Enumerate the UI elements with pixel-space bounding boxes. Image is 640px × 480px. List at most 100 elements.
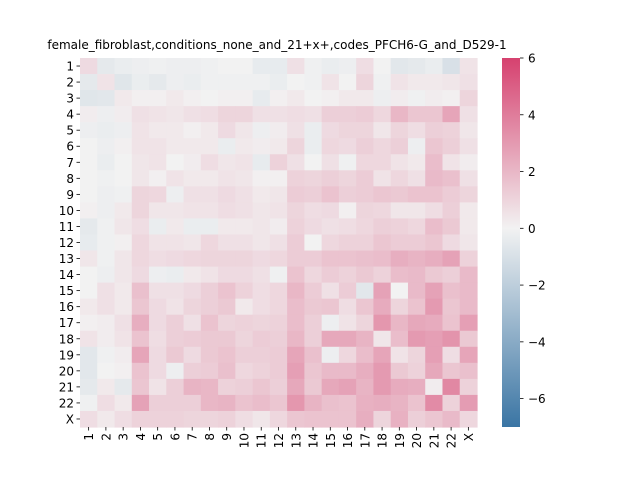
heatmap-cell [390,250,409,268]
heatmap-cell [166,122,185,139]
x-tick-label: 22 [445,433,459,448]
heatmap-cell [425,106,444,123]
heatmap-cell [252,154,271,171]
heatmap-cell [149,122,167,139]
colorbar-tick-label: 0 [528,222,536,236]
x-tick-label: 12 [272,433,286,448]
heatmap-cell [131,298,150,316]
heatmap-cell [114,138,133,155]
heatmap-cell [252,410,271,428]
heatmap-cell [114,330,133,348]
heatmap-cell [183,378,202,396]
heatmap-cell [183,298,202,316]
heatmap-cell [149,138,167,155]
heatmap-cell [114,266,133,284]
heatmap-cell [97,346,116,364]
heatmap-cell [149,154,167,171]
heatmap-cell [338,394,357,412]
heatmap-cell [235,186,254,203]
heatmap-cell [407,90,426,107]
heatmap-cell [114,298,133,316]
heatmap-cell [183,282,202,300]
heatmap-cell [200,362,219,380]
x-tick-label: 20 [410,433,424,448]
heatmap-cell [80,202,98,220]
x-tick-label: 13 [289,433,303,448]
heatmap-cell [97,154,116,171]
heatmap-cell [425,282,444,300]
heatmap-cell [407,362,426,380]
heatmap-cell [338,282,357,300]
heatmap-cell [200,170,219,187]
y-tick-label: 19 [59,348,74,362]
heatmap-cell [252,330,271,348]
heatmap-cell [425,298,444,316]
heatmap-cell [338,186,357,203]
heatmap-cell [356,378,375,396]
heatmap-cell [287,346,305,364]
heatmap-cell [218,394,236,412]
heatmap-cell [304,346,323,364]
heatmap-cell [131,58,150,75]
heatmap-cell [183,218,202,236]
heatmap-cell [407,106,426,123]
heatmap-cell [97,122,116,139]
heatmap-cell [304,362,323,380]
heatmap-cell [373,330,392,348]
heatmap-cell [442,218,461,236]
heatmap-cell [442,314,461,332]
heatmap-cell [338,58,357,75]
heatmap-cell [149,346,167,364]
heatmap-cell [459,170,478,187]
heatmap-cell [356,394,375,412]
heatmap-cell [200,58,219,75]
heatmap-cell [407,314,426,332]
heatmap-cell [80,362,98,380]
heatmap-cell [425,202,444,220]
heatmap-cell [97,394,116,412]
heatmap-cell [442,250,461,268]
heatmap-cell [269,186,288,203]
heatmap-cell [269,250,288,268]
heatmap-cell [80,122,98,139]
heatmap-cell [131,250,150,268]
heatmap-cell [304,378,323,396]
heatmap-cell [200,266,219,284]
x-tick-label: 6 [168,433,182,441]
heatmap-cell [459,282,478,300]
heatmap-cell [252,250,271,268]
y-tick-label: 10 [59,204,74,218]
heatmap-cell [200,138,219,155]
heatmap-cell [356,266,375,284]
heatmap-cell [459,58,478,75]
heatmap-cell [321,266,340,284]
heatmap-cell [304,106,323,123]
y-tick-label: 7 [66,156,74,170]
heatmap-cell [407,282,426,300]
heatmap-cell [407,250,426,268]
heatmap-cell [252,106,271,123]
heatmap-cell [235,58,254,75]
heatmap-cell [131,378,150,396]
heatmap-cell [166,394,185,412]
heatmap-cell [200,346,219,364]
heatmap-cell [390,74,409,91]
heatmap-cell [218,138,236,155]
heatmap-cell [442,346,461,364]
x-tick-label: 3 [117,433,131,441]
x-axis: 1 2 3 4 5 6 7 8 9 10 11 12 13 14 15 16 17 18 19 20 21 22 X [82,427,476,448]
heatmap-cell [390,90,409,107]
y-tick-label: 1 [66,60,74,74]
heatmap-cell [97,170,116,187]
heatmap-cell [149,170,167,187]
heatmap-cell [252,362,271,380]
heatmap-cell [97,106,116,123]
heatmap-cell [80,250,98,268]
heatmap-cell [304,202,323,220]
heatmap-cell [235,154,254,171]
heatmap-cell [252,282,271,300]
heatmap-cell [373,250,392,268]
heatmap-cell [200,122,219,139]
heatmap-cell [373,378,392,396]
heatmap-cell [373,202,392,220]
